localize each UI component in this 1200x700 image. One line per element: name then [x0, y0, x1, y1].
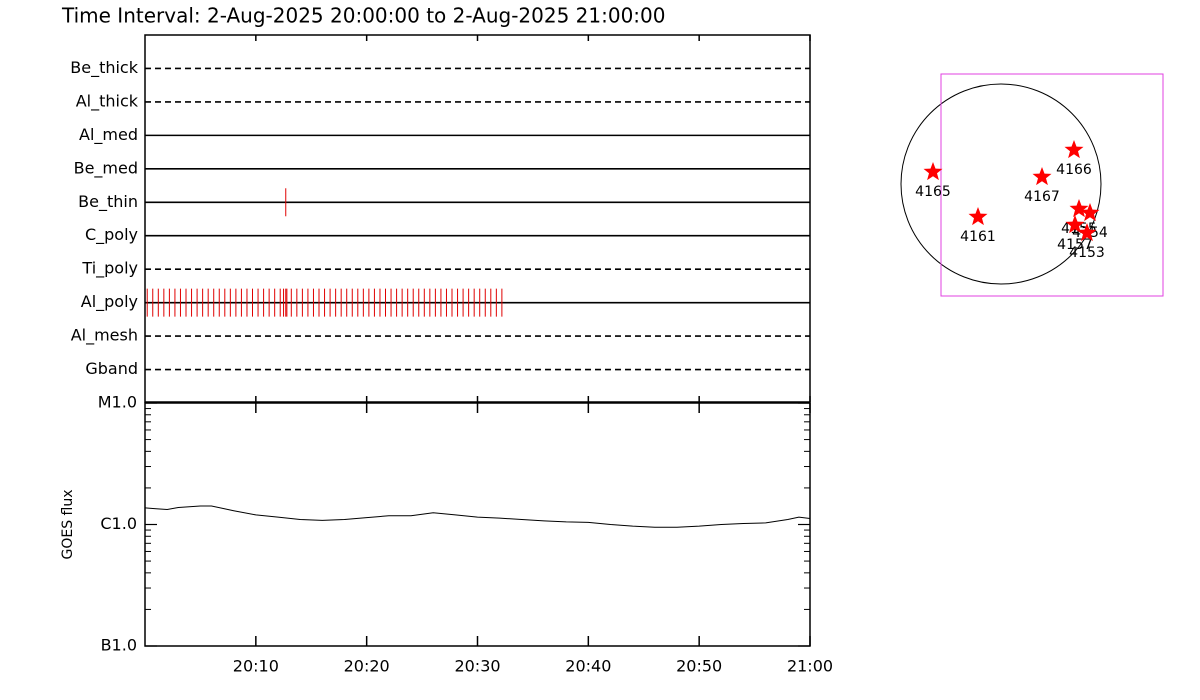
x-tick-label: 20:20 — [344, 657, 390, 676]
x-tick-label: 20:40 — [565, 657, 611, 676]
row-label: Al_med — [79, 125, 138, 145]
y-axis-label: GOES flux — [60, 489, 76, 559]
region-label: 4157 — [1057, 237, 1093, 253]
region-marker — [1032, 167, 1052, 186]
region-marker — [1080, 203, 1100, 222]
region-label: 4161 — [960, 229, 996, 245]
region-marker — [968, 207, 988, 226]
region-label: 4165 — [915, 184, 951, 200]
row-label: Be_thin — [78, 192, 138, 212]
x-tick-label: 20:30 — [454, 657, 500, 676]
row-label: C_poly — [85, 225, 138, 245]
panel-frame — [144, 402, 811, 647]
y-tick-label: M1.0 — [98, 393, 137, 412]
field-of-view — [940, 73, 1164, 297]
y-tick-label: B1.0 — [101, 636, 137, 655]
row-label: Al_poly — [81, 292, 138, 312]
row-label: Be_thick — [70, 58, 138, 78]
region-label: 4167 — [1024, 189, 1060, 205]
region-label: 4166 — [1056, 162, 1092, 178]
row-label: Be_med — [74, 158, 138, 178]
goes-line — [144, 505, 811, 528]
row-label: Al_mesh — [71, 326, 138, 346]
row-label: Al_thick — [76, 91, 139, 111]
x-tick-label: 20:50 — [676, 657, 722, 676]
solar-disk — [900, 83, 1102, 285]
panel-frame — [144, 34, 811, 403]
x-tick-label: 21:00 — [787, 657, 833, 676]
region-marker — [1064, 140, 1084, 159]
x-tick-label: 20:10 — [233, 657, 279, 676]
row-label: Ti_poly — [81, 259, 138, 279]
y-tick-label: C1.0 — [100, 514, 137, 533]
chart-title: Time Interval: 2-Aug-2025 20:00:00 to 2-… — [61, 4, 666, 28]
region-label: 4153 — [1069, 245, 1105, 261]
region-marker — [923, 162, 943, 181]
region-marker — [1065, 215, 1085, 234]
region-marker — [1069, 199, 1089, 218]
region-marker — [1077, 223, 1097, 242]
row-label: Gband — [85, 359, 138, 378]
